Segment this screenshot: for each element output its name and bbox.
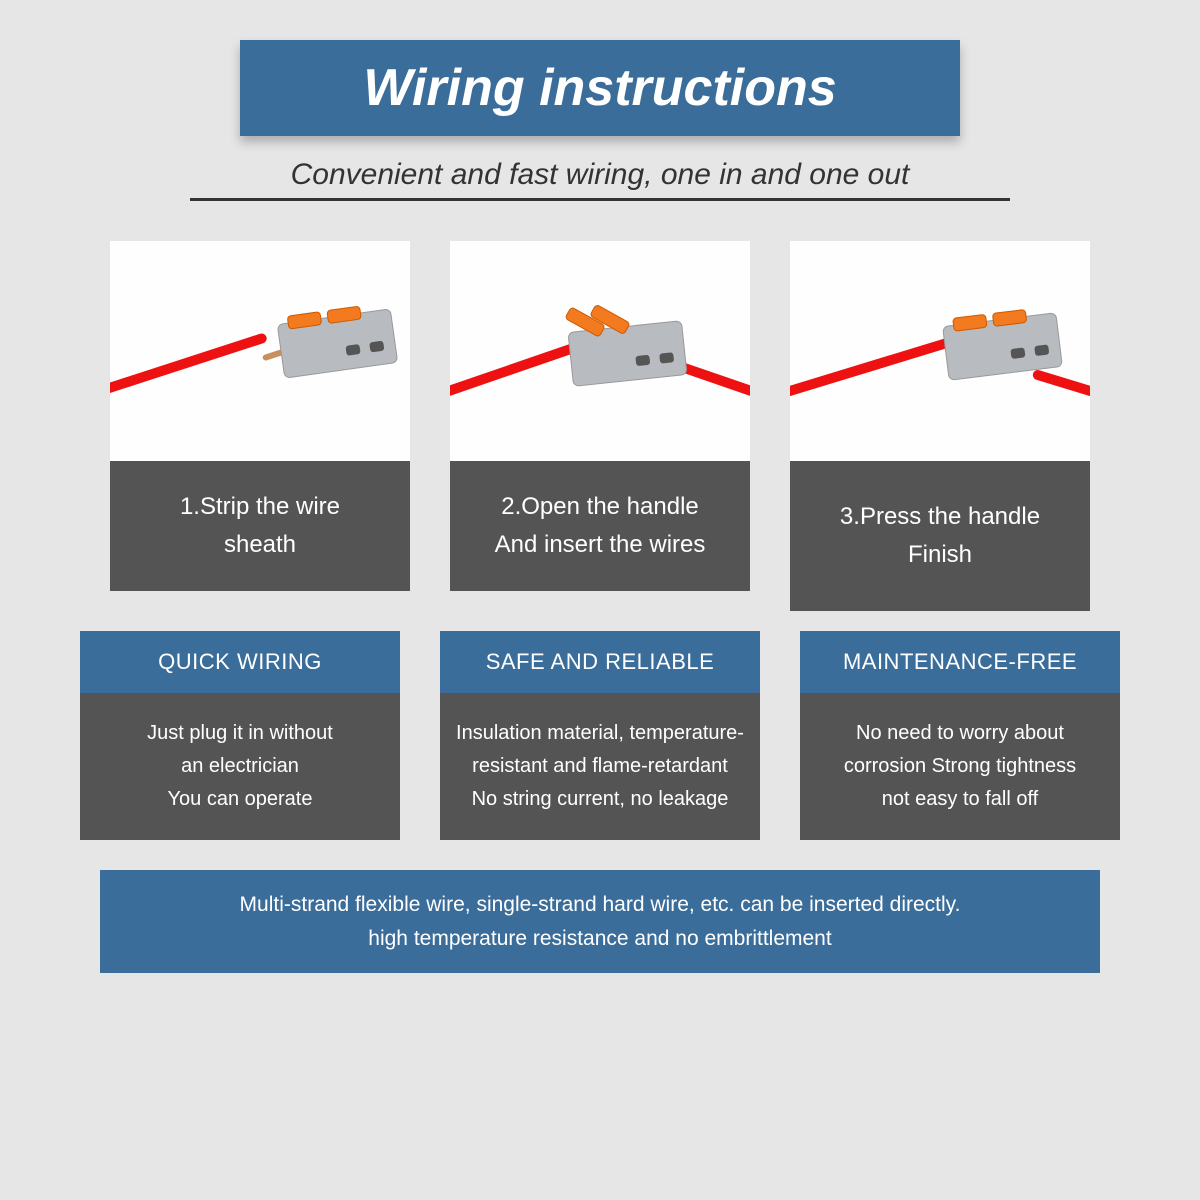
feature-1-header: QUICK WIRING [80, 631, 400, 693]
step-caption-1: 1.Strip the wire sheath [110, 461, 410, 591]
feature-2-line3: No string current, no leakage [454, 783, 746, 816]
feature-2-body: Insulation material, temperature- resist… [440, 693, 760, 840]
feature-card-2: SAFE AND RELIABLE Insulation material, t… [440, 631, 760, 840]
feature-3-line1: No need to worry about [814, 717, 1106, 750]
step-3-line1: 3.Press the handle [800, 498, 1080, 536]
subtitle: Convenient and fast wiring, one in and o… [190, 158, 1010, 201]
step-card-3: 3.Press the handle Finish [790, 241, 1090, 611]
feature-3-line3: not easy to fall off [814, 783, 1106, 816]
step-1-line1: 1.Strip the wire [120, 488, 400, 526]
feature-3-header: MAINTENANCE-FREE [800, 631, 1120, 693]
feature-card-1: QUICK WIRING Just plug it in without an … [80, 631, 400, 840]
step-2-line1: 2.Open the handle [460, 488, 740, 526]
feature-2-line1: Insulation material, temperature- [454, 717, 746, 750]
feature-1-line2: an electrician [94, 750, 386, 783]
page-title: Wiring instructions [363, 59, 836, 117]
step-card-1: 1.Strip the wire sheath [110, 241, 410, 591]
step-image-2 [450, 241, 750, 461]
feature-1-body: Just plug it in without an electrician Y… [80, 693, 400, 840]
step-1-line2: sheath [120, 526, 400, 564]
step-3-line2: Finish [800, 536, 1080, 574]
features-row: QUICK WIRING Just plug it in without an … [0, 631, 1200, 840]
footer-line1: Multi-strand flexible wire, single-stran… [120, 888, 1080, 922]
feature-1-line1: Just plug it in without [94, 717, 386, 750]
step-caption-2: 2.Open the handle And insert the wires [450, 461, 750, 591]
title-banner: Wiring instructions [240, 40, 960, 136]
footer-banner: Multi-strand flexible wire, single-stran… [100, 870, 1100, 973]
step-caption-3: 3.Press the handle Finish [790, 461, 1090, 611]
feature-2-line2: resistant and flame-retardant [454, 750, 746, 783]
feature-3-body: No need to worry about corrosion Strong … [800, 693, 1120, 840]
feature-2-header: SAFE AND RELIABLE [440, 631, 760, 693]
step-image-1 [110, 241, 410, 461]
footer-line2: high temperature resistance and no embri… [120, 922, 1080, 956]
steps-row: 1.Strip the wire sheath 2.Open the handl… [0, 241, 1200, 591]
feature-1-line3: You can operate [94, 783, 386, 816]
step-card-2: 2.Open the handle And insert the wires [450, 241, 750, 591]
step-2-line2: And insert the wires [460, 526, 740, 564]
feature-3-line2: corrosion Strong tightness [814, 750, 1106, 783]
step-image-3 [790, 241, 1090, 461]
feature-card-3: MAINTENANCE-FREE No need to worry about … [800, 631, 1120, 840]
